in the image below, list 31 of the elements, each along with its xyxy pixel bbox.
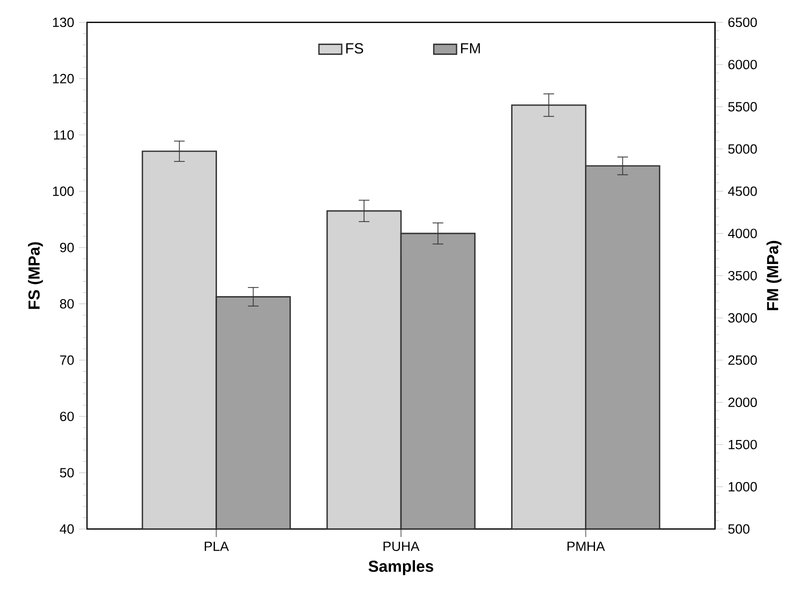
- y2-tick-label: 2500: [728, 355, 757, 365]
- y2-tick-label: 1000: [728, 482, 757, 492]
- y-tick-label: 130: [53, 18, 74, 28]
- x-tick-label: PUHA: [384, 542, 420, 552]
- y2-tick-label: 4000: [728, 228, 757, 238]
- y2-tick-label: 2000: [728, 398, 757, 408]
- y2-tick-label: 5500: [728, 102, 757, 112]
- y2-tick-label: 500: [728, 524, 750, 534]
- y-tick-label: 40: [60, 524, 74, 534]
- y-tick-label: 110: [54, 130, 74, 140]
- y-tick-label: 50: [60, 468, 74, 478]
- x-axis-title: Samples: [368, 560, 434, 576]
- y-axis-title: FS (MPa): [28, 242, 43, 309]
- y-tick-label: 60: [60, 412, 74, 422]
- y2-tick-label: 6000: [728, 60, 757, 70]
- y2-tick-label: 3000: [728, 313, 757, 323]
- y-tick-label: 90: [60, 242, 74, 252]
- y-tick-label: 80: [60, 299, 74, 309]
- y2-axis-title: FM (MPa): [766, 240, 782, 310]
- legend-label: FM: [461, 43, 480, 54]
- y2-tick-label: 1500: [728, 440, 757, 450]
- y2-tick-label: 6500: [728, 18, 757, 28]
- y2-tick-label: 4500: [728, 186, 757, 196]
- y2-tick-label: 3500: [728, 270, 757, 280]
- y-tick-label: 70: [60, 355, 74, 365]
- y2-tick-label: 5000: [728, 144, 757, 154]
- legend-label: FS: [346, 43, 364, 54]
- x-tick-label: PLA: [204, 542, 229, 551]
- y-tick-label: 120: [53, 74, 74, 84]
- y-tick-label: 100: [53, 186, 74, 196]
- x-tick-label: PMHA: [568, 542, 605, 551]
